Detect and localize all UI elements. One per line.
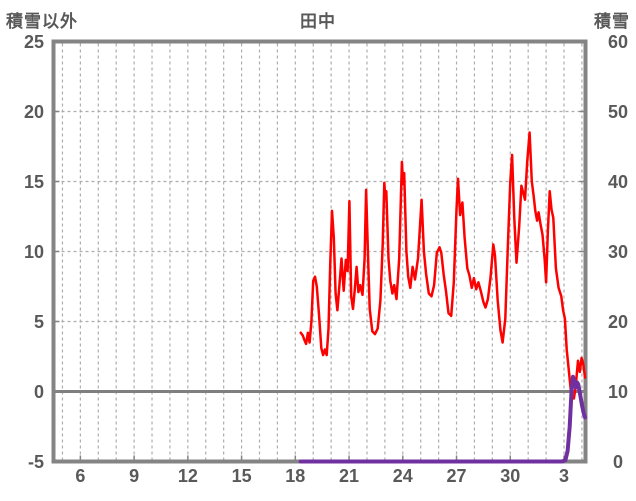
right-axis-tick-label: 40: [607, 171, 629, 192]
left-axis-tick-label: -5: [27, 451, 44, 472]
x-axis-tick-label: 27: [446, 466, 467, 486]
snow-line: [298, 374, 587, 464]
x-axis-tick-label: 3: [558, 466, 569, 486]
x-axis-tick-label: 9: [129, 466, 140, 486]
right-axis-tick-label: 50: [607, 101, 629, 122]
left-axis-tick-label: 0: [33, 381, 44, 402]
right-axis-tick-label: 30: [607, 241, 629, 262]
right-axis-tick-label: 60: [607, 31, 629, 52]
left-axis-tick-label: 25: [23, 31, 44, 52]
right-axis-tick-label: 0: [612, 451, 623, 472]
right-axis-title: 積雪: [594, 12, 630, 31]
left-axis-tick-label: 15: [23, 171, 44, 192]
right-axis-tick-label: 10: [607, 381, 629, 402]
temperature-line: [299, 131, 587, 400]
x-axis-tick-label: 12: [177, 466, 198, 486]
left-axis-title: 積雪以外: [6, 12, 78, 31]
x-axis-tick-label: 18: [285, 466, 306, 486]
left-axis-tick-label: 5: [33, 311, 44, 332]
x-axis-tick-label: 24: [392, 466, 413, 486]
right-axis-tick-label: 20: [607, 311, 629, 332]
x-axis-tick-label: 21: [339, 466, 360, 486]
x-axis-tick-label: 30: [500, 466, 521, 486]
left-axis-tick-label: 20: [23, 101, 44, 122]
x-axis-tick-label: 15: [231, 466, 252, 486]
x-axis-tick-label: 6: [75, 466, 86, 486]
left-axis-tick-label: 10: [23, 241, 44, 262]
chart-title: 田中: [300, 12, 336, 31]
